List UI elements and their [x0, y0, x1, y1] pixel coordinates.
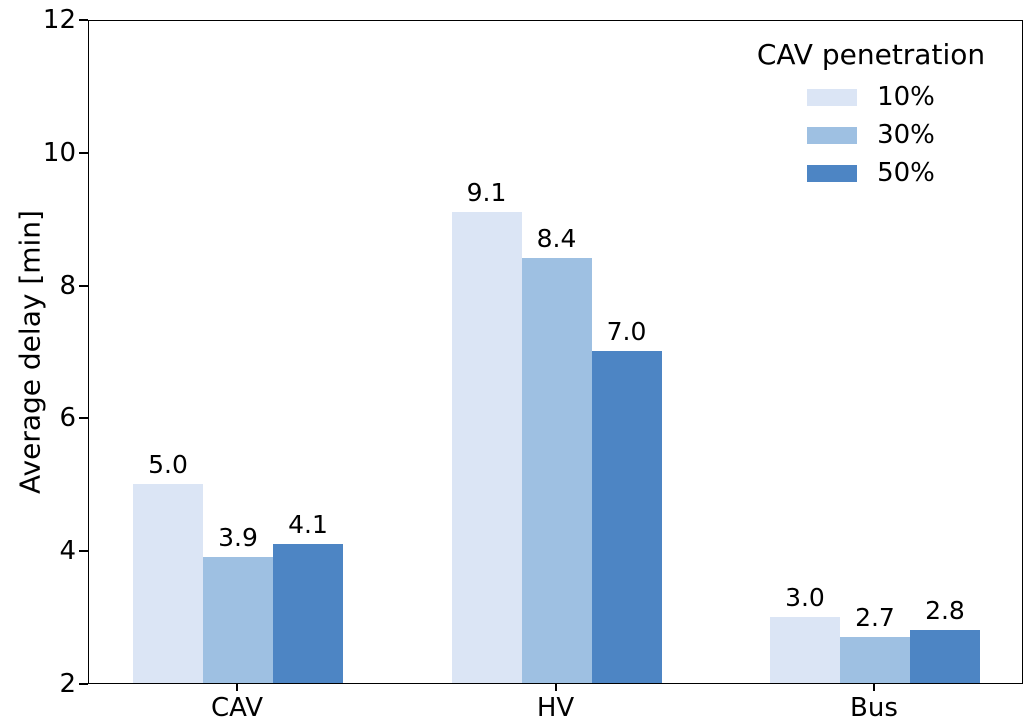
bar-value-label: 7.0 [606, 317, 647, 346]
bar-value-label: 4.1 [288, 509, 328, 539]
bar-hv-10% [451, 211, 522, 683]
legend-swatch [807, 126, 858, 144]
legend-item-30%: 30% [807, 119, 935, 151]
x-tick-label: Bus [850, 693, 898, 723]
bar-bus-10% [769, 616, 840, 683]
bar-cav-10% [133, 483, 204, 683]
legend-item-label: 50% [877, 158, 935, 188]
x-tick-mark [236, 683, 239, 691]
bar-value-label: 2.8 [925, 595, 965, 625]
bar-bus-30% [839, 636, 910, 683]
bar-hv-50% [591, 351, 662, 683]
bar-value-label: 9.1 [466, 177, 507, 207]
plot-area: 5.0 3.9 4.1 9.1 8.4 7.0 3.0 2.7 2.8 CAV penetrat… [88, 20, 1023, 684]
x-tick-label: HV [536, 693, 575, 723]
y-tick-mark [79, 683, 88, 685]
y-axis-label: Average delay [min] [13, 210, 47, 494]
bar-value-label: 3.9 [218, 522, 258, 552]
y-tick-label: 6 [59, 403, 76, 434]
bar-cav-30% [203, 556, 274, 683]
bar-value-label: 5.0 [148, 449, 188, 479]
legend-swatch [807, 164, 858, 182]
legend-title: CAV penetration [756, 38, 986, 71]
x-tick-label: CAV [210, 693, 264, 723]
bar-cav-50% [273, 543, 344, 683]
bar-bus-50% [909, 629, 980, 683]
legend-item-label: 30% [877, 120, 935, 150]
legend-item-50%: 50% [807, 157, 935, 189]
legend-item-label: 10% [877, 82, 935, 112]
y-tick-label: 2 [59, 669, 76, 699]
x-tick-mark [872, 683, 875, 691]
y-tick-label: 8 [59, 270, 76, 301]
legend-items: 10% 30% 50% [807, 75, 935, 189]
x-tick-mark [554, 683, 557, 691]
legend: CAV penetration 10% 30% 50% [746, 35, 996, 189]
legend-item-10%: 10% [807, 81, 935, 113]
y-tick-label: 4 [59, 536, 76, 567]
legend-swatch [807, 88, 858, 106]
y-tick-mark [79, 19, 88, 21]
bar-value-label: 8.4 [536, 224, 577, 254]
y-tick-mark [79, 550, 88, 553]
y-tick-label: 10 [42, 137, 76, 168]
bar-value-label: 3.0 [785, 582, 825, 612]
y-tick-mark [79, 284, 88, 287]
bar-hv-30% [521, 258, 592, 683]
y-tick-label: 12 [42, 5, 76, 35]
y-tick-mark [79, 417, 88, 420]
y-tick-mark [79, 151, 88, 154]
bar-value-label: 2.7 [855, 602, 895, 632]
